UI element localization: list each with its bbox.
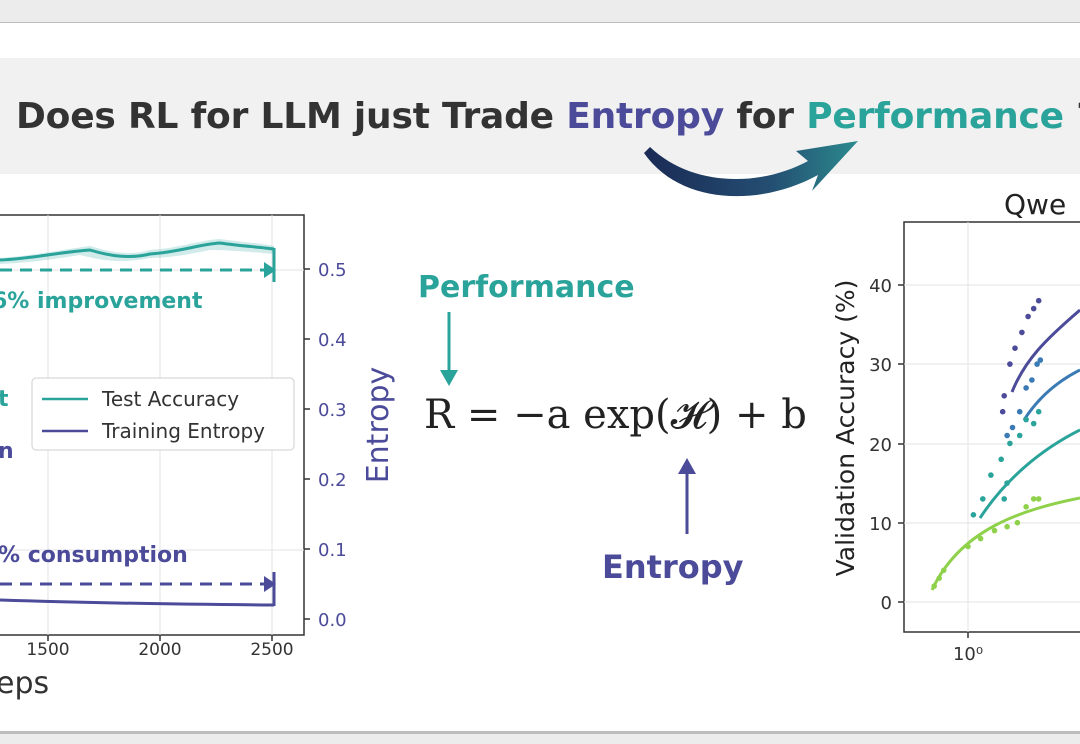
scatter-point bbox=[1001, 393, 1007, 399]
scatter-point bbox=[1023, 416, 1029, 423]
legend-fragment-t: t bbox=[0, 387, 9, 412]
scatter-point bbox=[1025, 313, 1031, 320]
scatter-point bbox=[1009, 424, 1016, 431]
scatter-point bbox=[1014, 519, 1021, 526]
y2-tick-marks bbox=[304, 268, 310, 620]
right-y-tick-10: 10 bbox=[869, 514, 892, 535]
scatter-point bbox=[1004, 523, 1010, 530]
left-chart: Test Accuracy Training Entropy t n 6% im… bbox=[0, 214, 396, 701]
performance-arrow-icon bbox=[440, 312, 458, 386]
scatter-point bbox=[988, 472, 994, 478]
x-tick-2500: 2500 bbox=[250, 640, 293, 660]
scatter-point bbox=[1004, 432, 1010, 439]
right-chart-title-fragment: Qwe bbox=[1004, 188, 1066, 221]
scatter-point bbox=[1016, 408, 1023, 415]
fit-curve-blue bbox=[1022, 368, 1080, 421]
x-tick-2000: 2000 bbox=[138, 640, 181, 660]
y2-tick-01: 0.1 bbox=[318, 540, 347, 561]
scatter-point bbox=[991, 527, 998, 534]
scatter-point bbox=[1012, 345, 1018, 351]
scatter-point bbox=[977, 535, 984, 542]
entropy-formula: R = −a exp(𝓗) + b bbox=[424, 392, 807, 438]
right-plot-area bbox=[903, 221, 1080, 633]
y2-tick-02: 0.2 bbox=[318, 470, 347, 491]
scatter-point bbox=[965, 543, 971, 550]
x-axis-label-fragment: eps bbox=[0, 666, 49, 701]
scatter-point bbox=[1001, 496, 1007, 502]
scatter-point bbox=[1007, 440, 1013, 447]
page-title: Does RL for LLM just Trade Entropy for P… bbox=[16, 96, 1080, 137]
consumption-annotation: % consumption bbox=[0, 543, 188, 568]
y2-tick-00: 0.0 bbox=[318, 610, 347, 631]
accuracy-arrowhead bbox=[264, 262, 276, 278]
scatter-point bbox=[1030, 420, 1037, 427]
scatter-point bbox=[1035, 408, 1042, 415]
title-banner bbox=[0, 58, 1080, 174]
improvement-annotation: 6% improvement bbox=[0, 289, 203, 314]
scatter-point bbox=[1030, 496, 1037, 502]
y2-tick-03: 0.3 bbox=[318, 400, 347, 421]
curved-arrow-icon bbox=[644, 141, 858, 197]
title-prefix: Does RL for LLM just Trade bbox=[16, 96, 567, 137]
y2-tick-05: 0.5 bbox=[318, 260, 347, 281]
scatter-point bbox=[1037, 357, 1044, 363]
scatter-point bbox=[1035, 496, 1042, 502]
scatter-point bbox=[936, 575, 942, 581]
legend-accuracy-label: Test Accuracy bbox=[101, 387, 239, 411]
x-tick-marks bbox=[47, 635, 273, 641]
scatter-point bbox=[1019, 329, 1025, 336]
right-scatter-points bbox=[931, 297, 1044, 589]
legend-box bbox=[31, 377, 295, 451]
scatter-point bbox=[970, 512, 977, 518]
scatter-point bbox=[980, 496, 986, 502]
right-x-tick: 10⁰ bbox=[953, 644, 983, 665]
scatter-point bbox=[1034, 361, 1040, 367]
entropy-label: Entropy bbox=[602, 548, 744, 586]
scatter-point bbox=[1004, 480, 1010, 486]
scatter-point bbox=[1030, 305, 1037, 312]
entropy-arrowhead bbox=[264, 576, 276, 592]
entropy-arrow-icon bbox=[678, 458, 696, 534]
accuracy-line bbox=[0, 241, 275, 262]
title-entropy-word: Entropy bbox=[566, 96, 724, 137]
scatter-point bbox=[940, 567, 947, 574]
title-performance-word: Performance bbox=[806, 96, 1064, 137]
scatter-point bbox=[1016, 432, 1023, 439]
scatter-point bbox=[1023, 385, 1029, 391]
y2-tick-04: 0.4 bbox=[318, 330, 347, 351]
performance-label: Performance bbox=[418, 270, 635, 305]
y2-axis-label: Entropy bbox=[361, 367, 396, 484]
fit-curve-teal bbox=[978, 428, 1080, 519]
scatter-point bbox=[999, 408, 1006, 415]
right-chart: Qwe 40 30 20 10 0 Validation Accuracy (%… bbox=[831, 188, 1080, 665]
title-suffix: ? bbox=[1064, 96, 1080, 137]
right-y-tick-20: 20 bbox=[869, 435, 892, 456]
title-middle: for bbox=[723, 96, 807, 137]
entropy-line bbox=[0, 598, 275, 607]
right-y-axis-label: Validation Accuracy (%) bbox=[831, 280, 860, 577]
scatter-point bbox=[998, 456, 1004, 463]
scatter-point bbox=[931, 583, 937, 589]
legend-entropy-label: Training Entropy bbox=[101, 419, 265, 443]
right-y-tick-0: 0 bbox=[881, 593, 892, 614]
scatter-point bbox=[1029, 377, 1035, 383]
right-grid bbox=[904, 222, 1080, 632]
fit-curve-purple bbox=[1010, 308, 1080, 393]
right-y-tick-marks bbox=[898, 284, 969, 638]
right-y-tick-40: 40 bbox=[869, 276, 892, 297]
scatter-point bbox=[1023, 504, 1029, 510]
x-tick-1500: 1500 bbox=[26, 640, 69, 660]
legend-fragment-n: n bbox=[0, 439, 14, 464]
scatter-point bbox=[1007, 361, 1013, 367]
scatter-point bbox=[1035, 297, 1042, 304]
right-y-tick-30: 30 bbox=[869, 355, 892, 376]
